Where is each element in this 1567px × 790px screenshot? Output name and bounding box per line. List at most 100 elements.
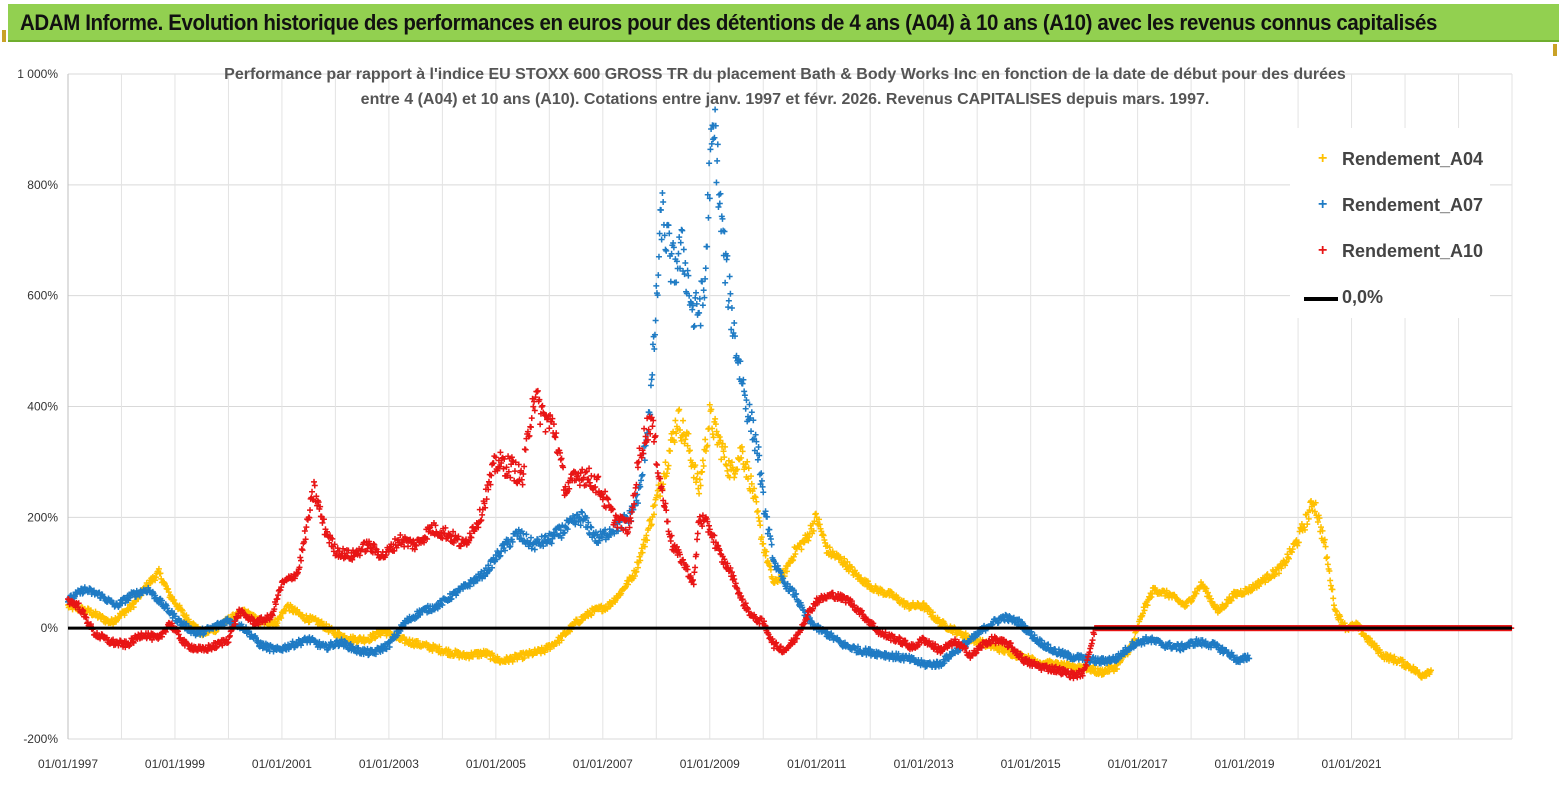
y-tick-label: 200%: [27, 510, 58, 524]
data-point: [672, 417, 679, 424]
data-point: [1304, 521, 1311, 528]
data-point: [527, 534, 534, 541]
data-point: [1298, 521, 1305, 528]
data-point: [709, 431, 716, 438]
data-point: [728, 459, 735, 466]
data-point: [692, 462, 699, 469]
x-tick-label: 01/01/2019: [1215, 757, 1275, 771]
data-point: [755, 444, 762, 451]
data-point: [1324, 561, 1331, 568]
data-point: [573, 616, 580, 623]
data-point: [653, 461, 660, 468]
data-point: [639, 549, 646, 556]
data-point: [684, 267, 691, 274]
data-point: [678, 437, 685, 444]
data-point: [818, 528, 825, 535]
data-point: [636, 553, 643, 560]
data-point: [522, 446, 529, 453]
data-point: [651, 511, 658, 518]
data-point: [618, 590, 625, 597]
data-point: [1322, 543, 1329, 550]
data-point: [1373, 642, 1380, 649]
data-point: [819, 531, 826, 538]
data-point: [657, 493, 664, 500]
data-point: [700, 287, 707, 294]
data-point: [649, 371, 656, 378]
x-tick-label: 01/01/2017: [1108, 757, 1168, 771]
x-tick-label: 01/01/2013: [894, 757, 954, 771]
data-point: [722, 443, 729, 450]
data-point: [726, 273, 733, 280]
data-point: [721, 454, 728, 461]
data-point: [709, 425, 716, 432]
data-point: [278, 615, 285, 622]
data-point: [734, 466, 741, 473]
data-point: [639, 471, 646, 478]
data-point: [694, 536, 701, 543]
data-point: [1326, 567, 1333, 574]
data-point: [323, 621, 330, 628]
data-point: [820, 532, 827, 539]
data-point: [316, 638, 323, 645]
data-point: [1148, 593, 1155, 600]
data-point: [87, 607, 94, 614]
data-point: [157, 570, 164, 577]
data-point: [1294, 542, 1301, 549]
data-point: [684, 442, 691, 449]
data-point: [762, 552, 769, 559]
data-point: [406, 636, 413, 643]
data-point: [665, 528, 672, 535]
data-point: [725, 304, 732, 311]
data-point: [648, 521, 655, 528]
data-point: [632, 484, 639, 491]
data-point: [1400, 658, 1407, 665]
data-point: [935, 616, 942, 623]
data-point: [682, 259, 689, 266]
data-point: [550, 643, 557, 650]
data-point: [171, 597, 178, 604]
data-point: [368, 637, 375, 644]
data-point: [653, 282, 660, 289]
data-point: [724, 467, 731, 474]
data-point: [176, 602, 183, 609]
data-point: [697, 482, 704, 489]
data-point: [675, 250, 682, 257]
data-point: [805, 537, 812, 544]
data-point: [1321, 536, 1328, 543]
data-point: [676, 427, 683, 434]
data-point: [164, 605, 171, 612]
data-point: [662, 459, 669, 466]
data-point: [690, 474, 697, 481]
data-point: [1282, 559, 1289, 566]
data-point: [760, 540, 767, 547]
data-point: [497, 449, 504, 456]
data-point: [414, 637, 421, 644]
data-point: [744, 475, 751, 482]
data-point: [753, 498, 760, 505]
data-point: [756, 518, 763, 525]
data-point: [679, 227, 686, 234]
data-point: [729, 464, 736, 471]
data-point: [678, 226, 685, 233]
data-point: [1264, 571, 1271, 578]
data-point: [851, 567, 858, 574]
data-point: [587, 611, 594, 618]
data-point: [646, 517, 653, 524]
data-point: [341, 632, 348, 639]
data-point: [745, 465, 752, 472]
data-point: [644, 537, 651, 544]
data-point: [748, 409, 755, 416]
data-point: [680, 417, 687, 424]
data-point: [162, 582, 169, 589]
data-point: [537, 421, 544, 428]
data-point: [634, 564, 641, 571]
data-point: [716, 191, 723, 198]
data-point: [1263, 572, 1270, 579]
data-point: [1314, 519, 1321, 526]
data-point: [360, 634, 367, 641]
data-point: [298, 557, 305, 564]
data-point: [637, 557, 644, 564]
data-point: [894, 594, 901, 601]
data-point: [1324, 554, 1331, 561]
data-point: [1138, 613, 1145, 620]
